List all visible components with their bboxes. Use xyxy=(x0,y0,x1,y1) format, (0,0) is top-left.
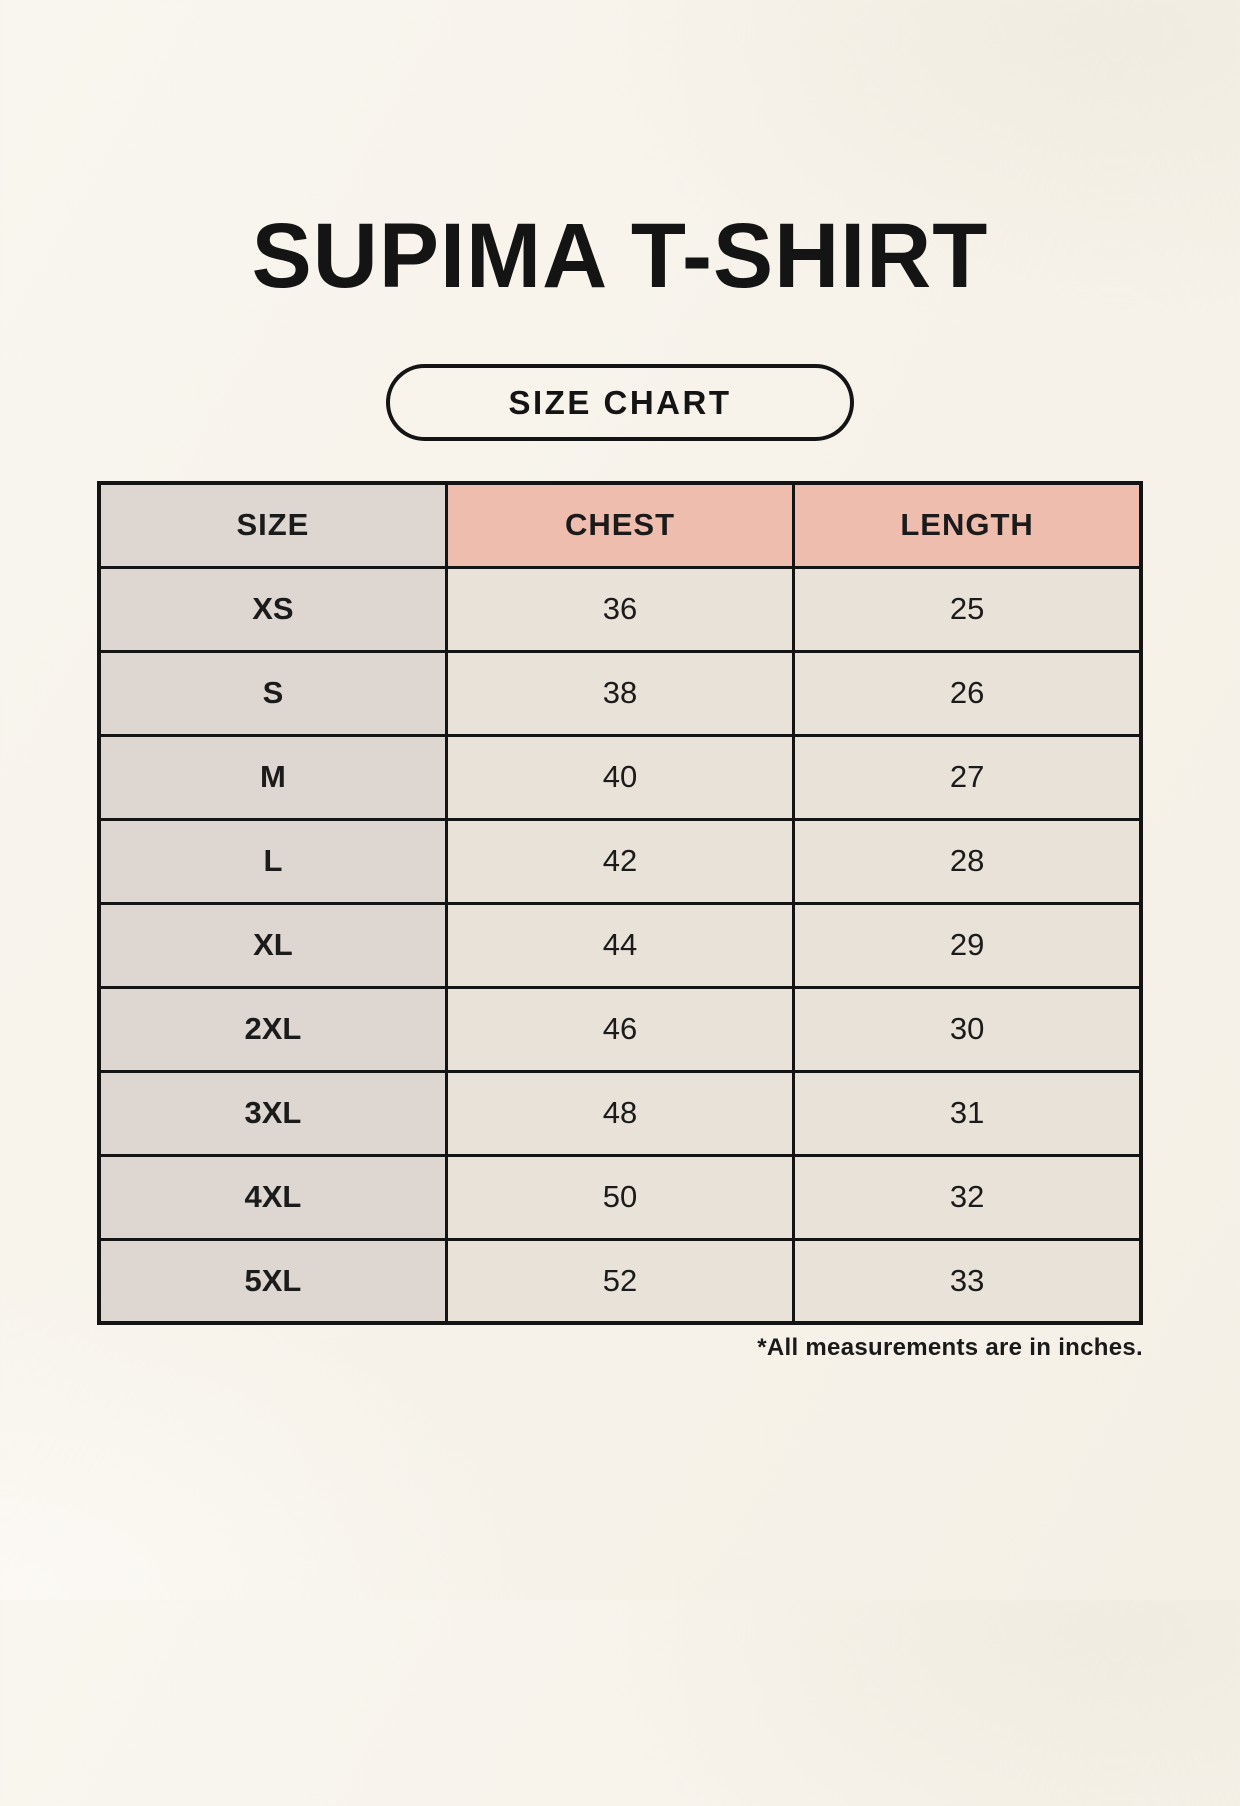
length-cell: 28 xyxy=(792,817,1143,905)
length-cell: 33 xyxy=(792,1237,1143,1325)
table-body: XS 36 25 S 38 26 M 40 27 L 42 28 XL 44 2… xyxy=(97,565,1143,1325)
size-cell: 4XL xyxy=(97,1153,448,1241)
table-row: M 40 27 xyxy=(97,733,1143,821)
size-cell: XS xyxy=(97,565,448,653)
chest-cell: 42 xyxy=(444,817,796,905)
size-cell: S xyxy=(97,649,448,737)
table-row: 5XL 52 33 xyxy=(97,1237,1143,1325)
table-row: 2XL 46 30 xyxy=(97,985,1143,1073)
size-cell: 2XL xyxy=(97,985,448,1073)
chest-cell: 46 xyxy=(444,985,796,1073)
chest-cell: 48 xyxy=(444,1069,796,1157)
table-row: S 38 26 xyxy=(97,649,1143,737)
length-cell: 27 xyxy=(792,733,1143,821)
column-header-chest: CHEST xyxy=(444,481,796,569)
size-cell: XL xyxy=(97,901,448,989)
chest-cell: 36 xyxy=(444,565,796,653)
table-row: XS 36 25 xyxy=(97,565,1143,653)
length-cell: 29 xyxy=(792,901,1143,989)
length-cell: 30 xyxy=(792,985,1143,1073)
length-cell: 32 xyxy=(792,1153,1143,1241)
column-header-size: SIZE xyxy=(97,481,448,569)
table-row: 3XL 48 31 xyxy=(97,1069,1143,1157)
chest-cell: 38 xyxy=(444,649,796,737)
length-cell: 25 xyxy=(792,565,1143,653)
page-title: SUPIMA T-SHIRT xyxy=(251,205,989,307)
length-cell: 31 xyxy=(792,1069,1143,1157)
column-header-length: LENGTH xyxy=(792,481,1143,569)
header-row: SIZE CHEST LENGTH xyxy=(97,481,1143,569)
size-cell: 3XL xyxy=(97,1069,448,1157)
table-row: L 42 28 xyxy=(97,817,1143,905)
size-cell: 5XL xyxy=(97,1237,448,1325)
size-chart-table: SIZE CHEST LENGTH XS 36 25 S 38 26 M 40 … xyxy=(97,481,1143,1326)
chest-cell: 40 xyxy=(444,733,796,821)
chest-cell: 44 xyxy=(444,901,796,989)
chest-cell: 52 xyxy=(444,1237,796,1325)
length-cell: 26 xyxy=(792,649,1143,737)
size-cell: L xyxy=(97,817,448,905)
table-header: SIZE CHEST LENGTH xyxy=(97,481,1143,569)
chest-cell: 50 xyxy=(444,1153,796,1241)
measurements-footnote: *All measurements are in inches. xyxy=(757,1334,1143,1362)
size-cell: M xyxy=(97,733,448,821)
size-chart-button-label: SIZE CHART xyxy=(508,383,732,421)
table-row: 4XL 50 32 xyxy=(97,1153,1143,1241)
size-chart-button[interactable]: SIZE CHART xyxy=(386,364,854,442)
table-row: XL 44 29 xyxy=(97,901,1143,989)
